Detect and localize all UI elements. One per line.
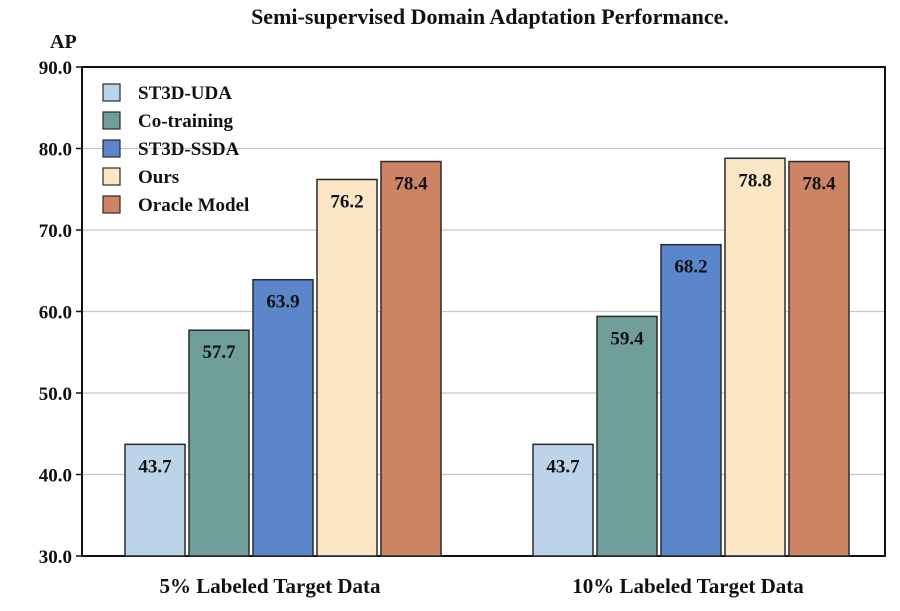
bar-oracle-model (788, 160, 850, 557)
data-labels: 43.7 57.7 63.9 76.2 78.4 43.7 59.4 68.2 78.8 78.4 (138, 170, 836, 477)
y-tick-label: 80.0 (39, 140, 72, 161)
y-tick-label: 60.0 (39, 303, 72, 324)
legend-label: ST3D-UDA (138, 83, 232, 104)
y-tick-label: 70.0 (39, 221, 72, 242)
legend-swatch (102, 139, 121, 158)
legend-label: Oracle Model (138, 195, 249, 216)
data-label: 78.4 (394, 174, 428, 195)
y-tick-label: 50.0 (39, 384, 72, 405)
legend-swatch (102, 111, 121, 130)
data-label: 78.8 (738, 170, 771, 191)
y-tick-label: 40.0 (39, 466, 72, 487)
data-label: 59.4 (610, 328, 644, 349)
bar-st3d-uda (532, 443, 594, 557)
data-label: 43.7 (138, 456, 172, 477)
legend-swatch (102, 167, 121, 186)
y-tick-label: 90.0 (39, 58, 72, 79)
legend-swatch (102, 195, 121, 214)
bars (124, 157, 850, 557)
chart-title: Semi-supervised Domain Adaptation Perfor… (251, 4, 729, 29)
legend-label: Co-training (138, 111, 234, 132)
legend-label: Ours (138, 167, 179, 188)
bar-st3d-ssda (660, 243, 722, 557)
x-category-label: 10% Labeled Target Data (572, 574, 804, 598)
bar-ours (724, 157, 786, 557)
data-label: 78.4 (802, 174, 836, 195)
bar-st3d-uda (124, 443, 186, 557)
data-label: 76.2 (330, 191, 363, 212)
x-axis-categories: 5% Labeled Target Data 10% Labeled Target… (159, 574, 804, 598)
data-label: 43.7 (546, 456, 580, 477)
legend: ST3D-UDA Co-training ST3D-SSDA Ours Oracle M… (102, 83, 249, 216)
bar-co-training (188, 329, 250, 557)
y-tick-label: 30.0 (39, 547, 72, 568)
data-label: 68.2 (674, 257, 707, 278)
y-axis-ticks: 30.0 40.0 50.0 60.0 70.0 80.0 90.0 (39, 58, 82, 568)
legend-swatch (102, 83, 121, 102)
data-label: 63.9 (266, 292, 299, 313)
bar-oracle-model (380, 160, 442, 557)
bar-st3d-ssda (252, 278, 314, 557)
bar-co-training (596, 315, 658, 557)
data-label: 57.7 (202, 342, 236, 363)
y-axis-label: AP (50, 31, 77, 53)
legend-label: ST3D-SSDA (138, 139, 240, 160)
x-category-label: 5% Labeled Target Data (159, 574, 381, 598)
bar-ours (316, 178, 378, 557)
